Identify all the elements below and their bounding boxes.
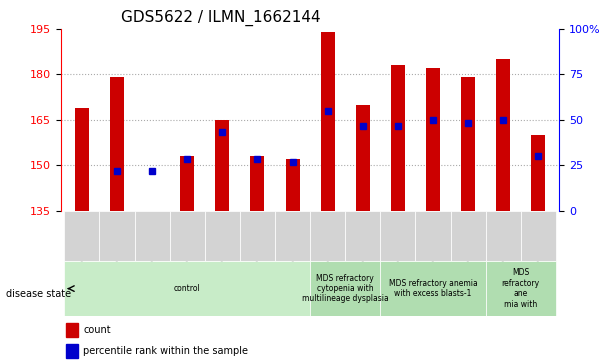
Bar (75, 108, 89, 211)
FancyBboxPatch shape (415, 211, 451, 261)
Text: percentile rank within the sample: percentile rank within the sample (83, 346, 248, 356)
Text: MDS refractory anemia
with excess blasts-1: MDS refractory anemia with excess blasts… (389, 279, 477, 298)
Bar (180, 156, 194, 211)
FancyBboxPatch shape (64, 261, 310, 316)
Bar (110, 77, 124, 211)
FancyBboxPatch shape (486, 211, 520, 261)
Text: GDS5622 / ILMN_1662144: GDS5622 / ILMN_1662144 (120, 10, 320, 26)
Bar (531, 135, 545, 211)
Text: MDS refractory
cytopenia with
multilineage dysplasia: MDS refractory cytopenia with multilinea… (302, 274, 389, 303)
Bar (391, 65, 405, 211)
Bar (66, 344, 78, 358)
Text: MDS
refractory
ane
mia with: MDS refractory ane mia with (502, 269, 540, 309)
Bar (66, 323, 78, 337)
Bar (461, 77, 475, 211)
Text: control: control (174, 284, 201, 293)
Text: count: count (83, 325, 111, 335)
Bar (250, 156, 264, 211)
FancyBboxPatch shape (240, 211, 275, 261)
FancyBboxPatch shape (380, 211, 415, 261)
Bar (496, 59, 510, 211)
FancyBboxPatch shape (275, 211, 310, 261)
Bar (356, 105, 370, 211)
Text: disease state: disease state (6, 289, 71, 299)
FancyBboxPatch shape (486, 261, 556, 316)
FancyBboxPatch shape (520, 211, 556, 261)
FancyBboxPatch shape (310, 261, 380, 316)
FancyBboxPatch shape (170, 211, 205, 261)
Bar (426, 68, 440, 211)
FancyBboxPatch shape (310, 211, 345, 261)
FancyBboxPatch shape (64, 211, 100, 261)
FancyBboxPatch shape (134, 211, 170, 261)
FancyBboxPatch shape (451, 211, 486, 261)
Bar (320, 32, 334, 211)
FancyBboxPatch shape (205, 211, 240, 261)
Bar (215, 120, 229, 211)
FancyBboxPatch shape (100, 211, 134, 261)
Bar (286, 159, 300, 211)
FancyBboxPatch shape (345, 211, 380, 261)
FancyBboxPatch shape (380, 261, 486, 316)
